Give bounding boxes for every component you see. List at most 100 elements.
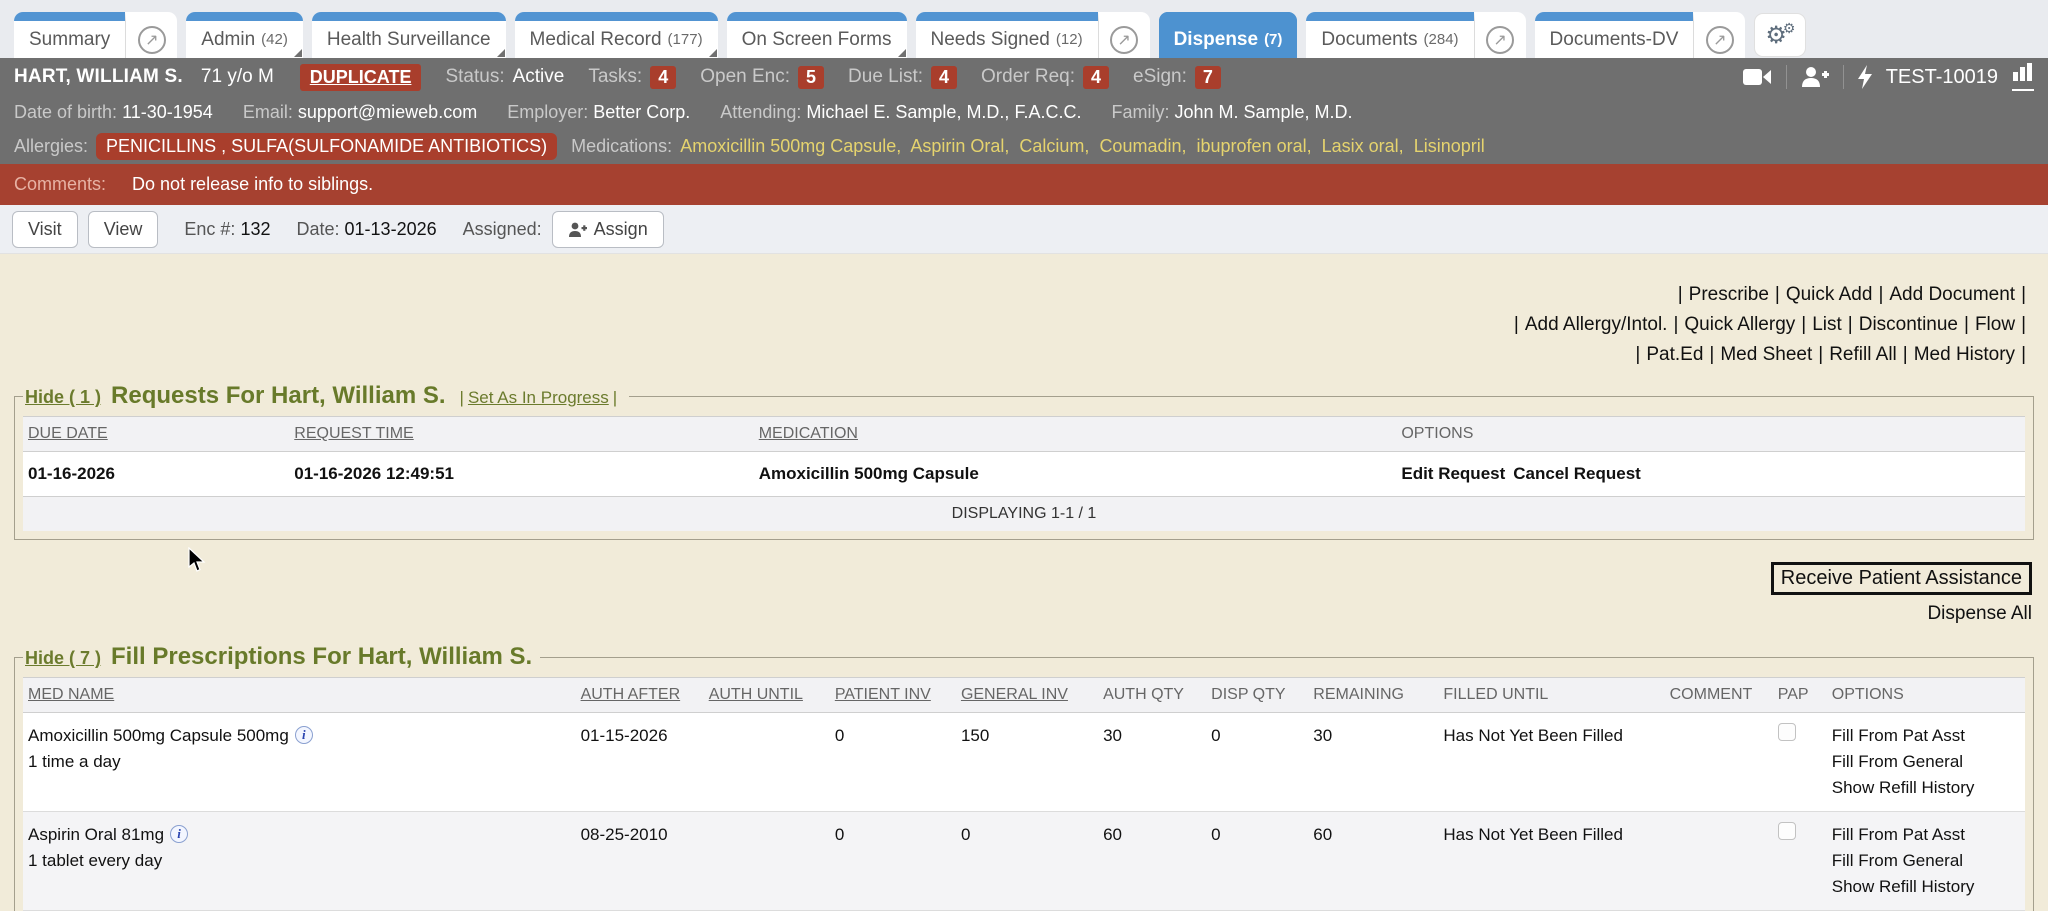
tab-documents-dv[interactable]: Documents-DV ↗ (1534, 12, 1746, 58)
separator: | (1673, 314, 1679, 335)
info-icon[interactable]: i (170, 825, 189, 843)
column-header-auth-until[interactable]: AUTH UNTIL (703, 677, 830, 713)
tab-documents[interactable]: Documents (284) ↗ (1306, 12, 1526, 58)
popout-button[interactable]: ↗ (1693, 12, 1745, 58)
comma: , (1306, 135, 1312, 156)
dispense-content: | Prescribe | Quick Add | Add Document | | Add … (0, 254, 2048, 911)
cancel-request-link[interactable]: Cancel Request (1513, 464, 1641, 483)
stats-chart-icon[interactable] (2012, 63, 2034, 91)
refill-all-link[interactable]: Refill All (1829, 344, 1897, 365)
med-sheet-link[interactable]: Med Sheet (1720, 344, 1813, 365)
allergies-badge[interactable]: PENICILLINS , SULFA(SULFONAMIDE ANTIBIOT… (96, 132, 558, 160)
info-icon[interactable]: i (294, 726, 313, 744)
medication-link[interactable]: Amoxicillin 500mg Capsule (680, 135, 897, 156)
column-header-auth-after[interactable]: AUTH AFTER (575, 677, 704, 713)
enc-number-label: Enc #: (184, 218, 236, 239)
tab-on-screen-forms[interactable]: On Screen Forms (726, 12, 907, 58)
tab-needs-signed[interactable]: Needs Signed (12) ↗ (915, 12, 1150, 58)
open-enc-count-badge[interactable]: 5 (798, 65, 825, 89)
tab-admin[interactable]: Admin (42) (186, 12, 303, 58)
popout-button[interactable]: ↗ (1473, 12, 1526, 58)
tab-settings-button[interactable]: ⚙ ⚙ (1754, 13, 1807, 57)
open-enc-label: Open Enc: (700, 66, 791, 87)
column-header-medication[interactable]: MEDICATION (753, 416, 1397, 452)
due-list-count-badge[interactable]: 4 (931, 65, 958, 89)
action-links-row: | Pat.Ed | Med Sheet | Refill All | Med History… (0, 340, 2032, 370)
fill-header-row: MED NAME AUTH AFTER AUTH UNTIL PATIENT I… (23, 677, 2025, 713)
pat-ed-link[interactable]: Pat.Ed (1646, 344, 1704, 365)
fill-prescriptions-table: MED NAME AUTH AFTER AUTH UNTIL PATIENT I… (23, 677, 2025, 911)
action-links-row: | Prescribe | Quick Add | Add Document | (0, 280, 2032, 310)
fill-from-pat-asst-link[interactable]: Fill From Pat Asst (1831, 726, 1965, 745)
view-button[interactable]: View (87, 210, 159, 248)
add-allergy-link[interactable]: Add Allergy/Intol. (1524, 314, 1668, 335)
tab-medical-record[interactable]: Medical Record (177) (514, 12, 718, 58)
column-header-options: OPTIONS (1396, 416, 2025, 452)
edit-request-link[interactable]: Edit Request (1401, 464, 1506, 483)
fill-prescriptions-section: Hide ( 7 ) Fill Prescriptions For Hart, … (14, 643, 2034, 911)
list-link[interactable]: List (1812, 314, 1842, 335)
tasks-label: Tasks: (588, 66, 643, 87)
medication-link[interactable]: Lasix oral (1321, 135, 1399, 156)
fill-from-general-link[interactable]: Fill From General (1831, 752, 1964, 771)
medication-link[interactable]: Aspirin Oral (910, 135, 1005, 156)
separator: | (2021, 314, 2026, 335)
divider (1842, 65, 1844, 89)
prescribe-link[interactable]: Prescribe (1688, 284, 1769, 305)
comment (1664, 811, 1773, 911)
popout-button[interactable]: ↗ (125, 12, 177, 58)
add-document-link[interactable]: Add Document (1889, 284, 2016, 305)
tab-health-surveillance[interactable]: Health Surveillance (311, 12, 506, 58)
visit-button[interactable]: Visit (12, 210, 78, 248)
tab-dispense[interactable]: Dispense (7) (1158, 12, 1298, 58)
fill-from-general-link[interactable]: Fill From General (1831, 851, 1964, 870)
column-header-general-inv[interactable]: GENERAL INV (955, 677, 1099, 713)
column-header-med-name[interactable]: MED NAME (23, 677, 576, 713)
duplicate-badge[interactable]: DUPLICATE (299, 63, 422, 91)
flow-link[interactable]: Flow (1974, 314, 2016, 335)
medication-link[interactable]: Lisinopril (1413, 135, 1485, 156)
esign-count-badge[interactable]: 7 (1194, 65, 1221, 89)
medication-link[interactable]: Coumadin (1099, 135, 1182, 156)
quick-allergy-link[interactable]: Quick Allergy (1684, 314, 1796, 335)
action-links-row: | Add Allergy/Intol. | Quick Allergy | List | D… (0, 310, 2032, 340)
med-history-link[interactable]: Med History (1913, 344, 2016, 365)
discontinue-link[interactable]: Discontinue (1858, 314, 1958, 335)
separator: | (1902, 344, 1908, 365)
column-header-patient-inv[interactable]: PATIENT INV (829, 677, 956, 713)
add-user-icon[interactable] (1801, 66, 1829, 88)
requests-hide-link[interactable]: Hide ( 1 ) (25, 387, 102, 407)
video-camera-icon[interactable] (1742, 67, 1772, 87)
pap-checkbox[interactable] (1777, 723, 1796, 741)
column-header-request-time[interactable]: REQUEST TIME (289, 416, 754, 452)
general-inv: 0 (955, 811, 1099, 911)
gear-small-icon: ⚙ (1782, 19, 1796, 36)
fill-hide-link[interactable]: Hide ( 7 ) (25, 648, 102, 668)
show-refill-history-link[interactable]: Show Refill History (1831, 778, 1975, 797)
status-value: Active (512, 66, 565, 87)
fill-from-pat-asst-link[interactable]: Fill From Pat Asst (1831, 825, 1965, 844)
tasks-count-badge[interactable]: 4 (650, 65, 677, 89)
comma: , (1181, 135, 1187, 156)
patient-inv: 0 (829, 712, 956, 812)
pap-checkbox[interactable] (1777, 822, 1796, 840)
receive-patient-assistance-button[interactable]: Receive Patient Assistance (1770, 562, 2032, 595)
enc-date-value: 01-13-2026 (344, 218, 437, 239)
medication-link[interactable]: Calcium (1019, 135, 1085, 156)
receive-patient-assistance-link[interactable]: Receive Patient Assistance (1780, 567, 2022, 589)
assign-button[interactable]: Assign (551, 210, 664, 248)
dispense-all-link[interactable]: Dispense All (1927, 603, 2032, 624)
set-as-in-progress-link[interactable]: Set As In Progress (467, 388, 609, 407)
popout-button[interactable]: ↗ (1097, 12, 1150, 58)
chart-tab-bar: Summary ↗ Admin (42) Health Surveillance … (0, 0, 2048, 58)
dob-value: 11-30-1954 (122, 101, 213, 122)
column-header-due-date[interactable]: DUE DATE (23, 416, 290, 452)
lightning-icon[interactable] (1857, 65, 1872, 89)
dispense-actions: Receive Patient Assistance Dispense All (0, 540, 2048, 643)
tab-summary[interactable]: Summary ↗ (14, 12, 178, 58)
patient-name: HART, WILLIAM S. (14, 66, 183, 87)
quick-add-link[interactable]: Quick Add (1785, 284, 1873, 305)
order-req-count-badge[interactable]: 4 (1083, 65, 1110, 89)
show-refill-history-link[interactable]: Show Refill History (1831, 877, 1975, 896)
medication-link[interactable]: ibuprofen oral (1196, 135, 1307, 156)
